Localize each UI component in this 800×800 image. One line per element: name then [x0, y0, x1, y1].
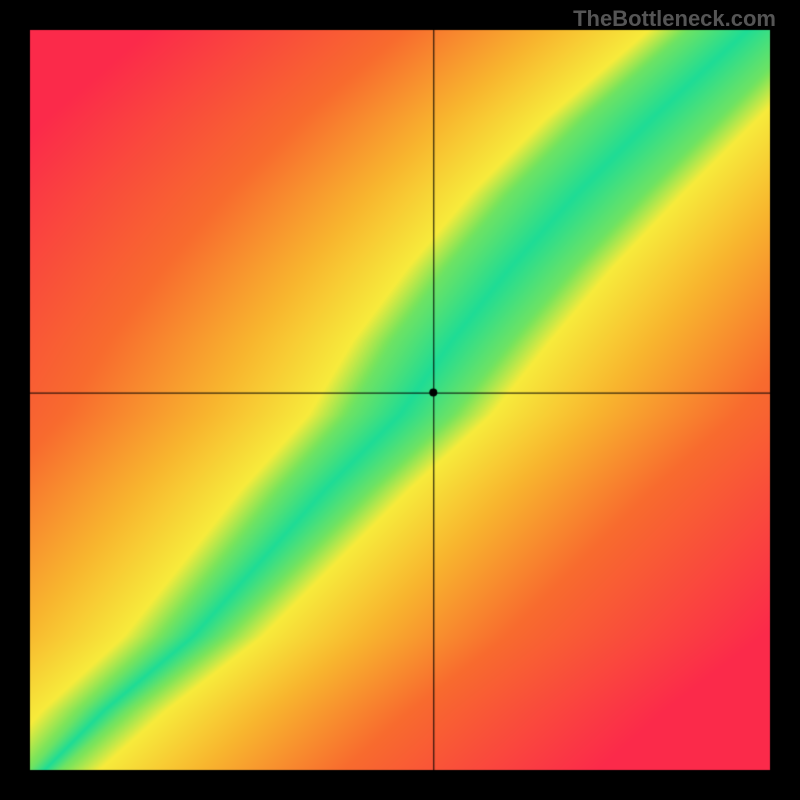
chart-container: TheBottleneck.com	[0, 0, 800, 800]
watermark-text: TheBottleneck.com	[573, 6, 776, 32]
bottleneck-heatmap	[0, 0, 800, 800]
